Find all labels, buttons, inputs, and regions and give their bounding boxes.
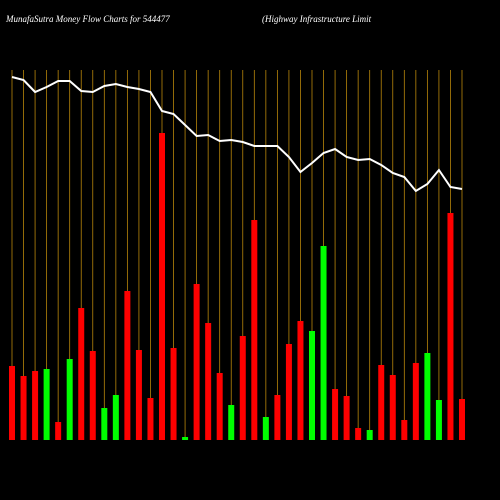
bar — [112, 395, 119, 440]
bar — [147, 398, 154, 440]
bar — [159, 133, 165, 440]
bar — [262, 417, 269, 440]
bar — [193, 284, 200, 440]
bar — [228, 405, 235, 440]
chart-title: MunafaSutra Money Flow Charts for 544477 — [5, 14, 170, 24]
bar — [43, 369, 50, 440]
bar — [435, 400, 442, 440]
bar — [320, 246, 327, 440]
bar — [274, 395, 281, 440]
bar — [135, 350, 142, 440]
bar — [332, 389, 339, 440]
bar — [78, 308, 85, 440]
bar — [285, 344, 292, 440]
bar — [378, 365, 385, 440]
bar — [424, 353, 431, 440]
money-flow-line — [11, 76, 463, 193]
bar — [297, 321, 304, 440]
bar — [20, 376, 27, 440]
bar — [101, 408, 108, 440]
bar — [205, 323, 212, 440]
bar — [66, 359, 73, 440]
bar — [251, 220, 258, 440]
bar — [9, 366, 15, 440]
bar — [182, 437, 189, 440]
bar — [355, 428, 362, 440]
bar — [32, 371, 39, 440]
bar — [170, 348, 177, 440]
bar — [343, 396, 350, 440]
bar — [459, 399, 465, 440]
bar — [366, 430, 373, 440]
bar — [401, 420, 408, 440]
bar — [239, 336, 246, 440]
bar — [389, 375, 396, 440]
chart-subtitle: (Highway Infrastructure Limit — [262, 14, 372, 24]
bar — [447, 213, 454, 440]
bar — [89, 351, 96, 440]
bar — [124, 291, 131, 440]
bar — [216, 373, 223, 440]
bar — [309, 331, 315, 440]
bar — [412, 363, 419, 440]
bar — [55, 422, 62, 440]
